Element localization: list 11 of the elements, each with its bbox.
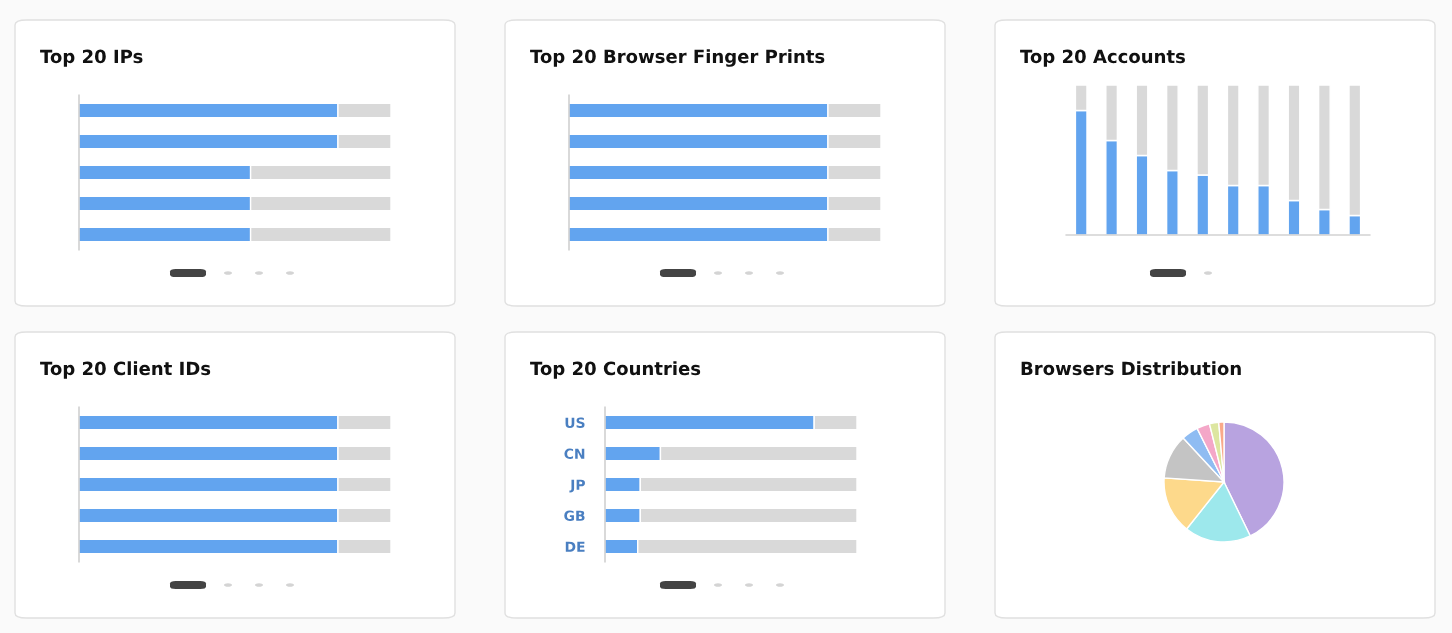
chart-title: Top 20 Client IDs (40, 361, 211, 379)
y-tick-label: JP (569, 479, 585, 493)
chart-title: Top 20 IPs (40, 49, 143, 67)
y-tick-label: US (565, 417, 585, 428)
chart-title: Top 20 Browser Finger Prints (530, 49, 825, 67)
chart-title: Top 20 Countries (530, 361, 701, 379)
chart-title: Top 20 Accounts (1020, 49, 1185, 67)
chart-title: Browsers Distribution (1021, 361, 1241, 376)
y-tick-label: GB (564, 510, 585, 521)
y-tick-label: CN (564, 448, 585, 459)
y-tick-label: DE (565, 541, 585, 552)
